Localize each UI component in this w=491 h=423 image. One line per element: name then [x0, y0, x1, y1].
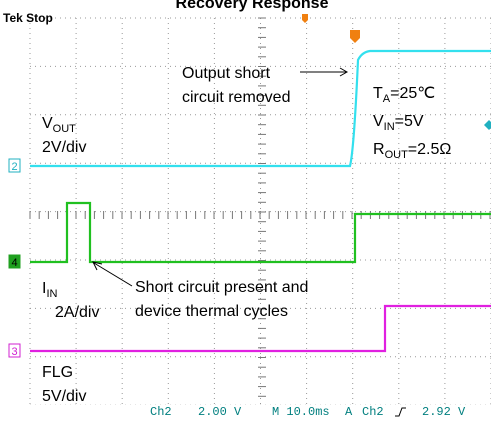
status: A: [345, 405, 353, 419]
magenta-trace: [30, 304, 491, 353]
status: 2.00 V: [198, 405, 242, 419]
annotation: TA=25℃: [373, 85, 435, 105]
channel-marker-box: [8, 254, 21, 269]
channel-marker: 3: [11, 346, 17, 358]
trigger-pos: [302, 14, 308, 23]
channels: 2 VOUT 2V/div 4 IIN 2A/div 3 FLG 5V/div: [8, 115, 99, 405]
name: FLG: [42, 364, 73, 381]
annotation: circuit removed: [182, 89, 290, 106]
annotation: device thermal cycles: [135, 303, 288, 320]
slope-icon: [395, 407, 406, 417]
name-sub: IN: [46, 288, 57, 300]
title: Recovery Response: [176, 0, 329, 12]
cyan-trace: [30, 49, 491, 168]
channel-scale: 2A/div: [55, 304, 99, 321]
grid: [29, 17, 491, 406]
channel-name: IIN: [42, 280, 58, 300]
arrow: [92, 261, 133, 287]
status: Ch2: [362, 405, 384, 419]
channel-name: FLG: [42, 364, 73, 381]
channel-name: VOUT: [42, 115, 76, 135]
channel-marker: 4: [11, 257, 17, 269]
status: M 10.0ms: [272, 405, 330, 419]
channel-marker: 2: [11, 161, 17, 173]
scope-status: Tek Stop: [3, 11, 53, 25]
status: Ch2: [150, 405, 172, 419]
channel-marker-box: [8, 343, 21, 358]
status-bar: [0, 405, 491, 423]
name-sub: OUT: [53, 123, 77, 135]
channel-marker-box: [8, 158, 21, 173]
annotation: Short circuit present and: [135, 279, 308, 296]
arrow: [300, 67, 349, 77]
green-trace: [30, 201, 491, 264]
name: V: [42, 115, 53, 132]
channel-scale: 5V/div: [42, 388, 86, 405]
name: I: [42, 280, 46, 297]
annotation: Output short: [182, 65, 271, 82]
marker: [484, 120, 491, 130]
annotation: ROUT=2.5Ω: [373, 141, 451, 161]
status: 2.92 V: [422, 405, 466, 419]
trigger-marker: [350, 30, 360, 43]
channel-scale: 2V/div: [42, 139, 86, 156]
annotation: VIN=5V: [373, 113, 424, 133]
